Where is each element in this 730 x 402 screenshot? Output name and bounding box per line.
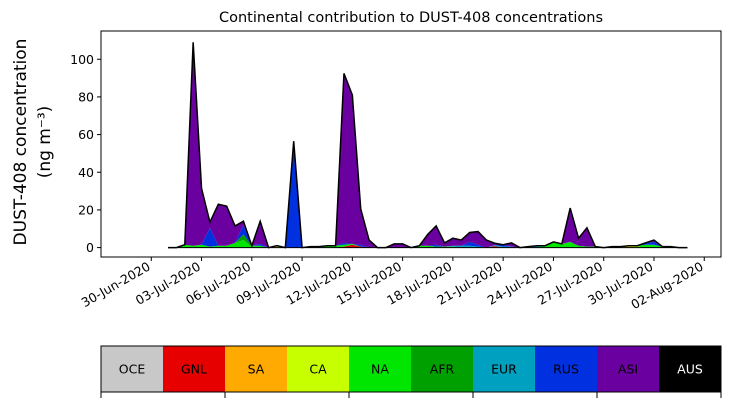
- legend-swatch-sa: [225, 346, 288, 392]
- y-tick-label: 100: [70, 52, 94, 67]
- legend-swatch-asi: [597, 346, 660, 392]
- legend-swatch-eur: [473, 346, 536, 392]
- legend-swatch-rus: [535, 346, 598, 392]
- area-series-rus: [168, 144, 688, 248]
- y-tick-label: 0: [86, 240, 94, 255]
- legend-label: OCE: [119, 362, 146, 377]
- plot-frame: [100, 30, 722, 258]
- legend: OCE GNL SA CA NA AFR EUR RUS ASI AUS: [100, 345, 722, 398]
- legend-swatch-ca: [287, 346, 350, 392]
- legend-label: SA: [248, 362, 265, 377]
- legend-label: AFR: [430, 362, 455, 377]
- legend-label: NA: [371, 362, 389, 377]
- x-axis: 30-Jun-202003-Jul-202006-Jul-202009-Jul-…: [79, 257, 706, 312]
- legend-label: RUS: [553, 362, 579, 377]
- y-axis-label-line1: DUST-408 concentration: [11, 39, 31, 246]
- legend-label: CA: [309, 362, 327, 377]
- area-series-aus: [168, 42, 688, 248]
- legend-swatch-oce: [101, 346, 164, 392]
- legend-swatch-gnl: [163, 346, 226, 392]
- chart-title: Continental contribution to DUST-408 con…: [219, 10, 603, 26]
- y-tick-label: 60: [78, 127, 94, 142]
- area-series-group: [168, 42, 688, 249]
- legend-swatch-aus: [659, 346, 722, 392]
- legend-frame: [100, 345, 722, 393]
- y-tick-label: 20: [78, 202, 94, 217]
- legend-label: ASI: [618, 362, 638, 377]
- legend-swatch-afr: [411, 346, 474, 392]
- legend-swatch-na: [349, 346, 412, 392]
- y-axis: 0 20 40 60 80 100: [70, 52, 101, 255]
- legend-label: AUS: [677, 362, 703, 377]
- y-tick-label: 80: [78, 89, 94, 104]
- y-tick-label: 40: [78, 165, 94, 180]
- legend-label: EUR: [491, 362, 517, 377]
- area-series-asi: [168, 42, 688, 248]
- y-axis-label-line2: (ng m⁻³): [35, 106, 55, 179]
- area-series-na: [168, 240, 688, 248]
- y-axis-label: DUST-408 concentration (ng m⁻³): [11, 39, 55, 246]
- total-outline: [168, 42, 688, 249]
- legend-label: GNL: [181, 362, 207, 377]
